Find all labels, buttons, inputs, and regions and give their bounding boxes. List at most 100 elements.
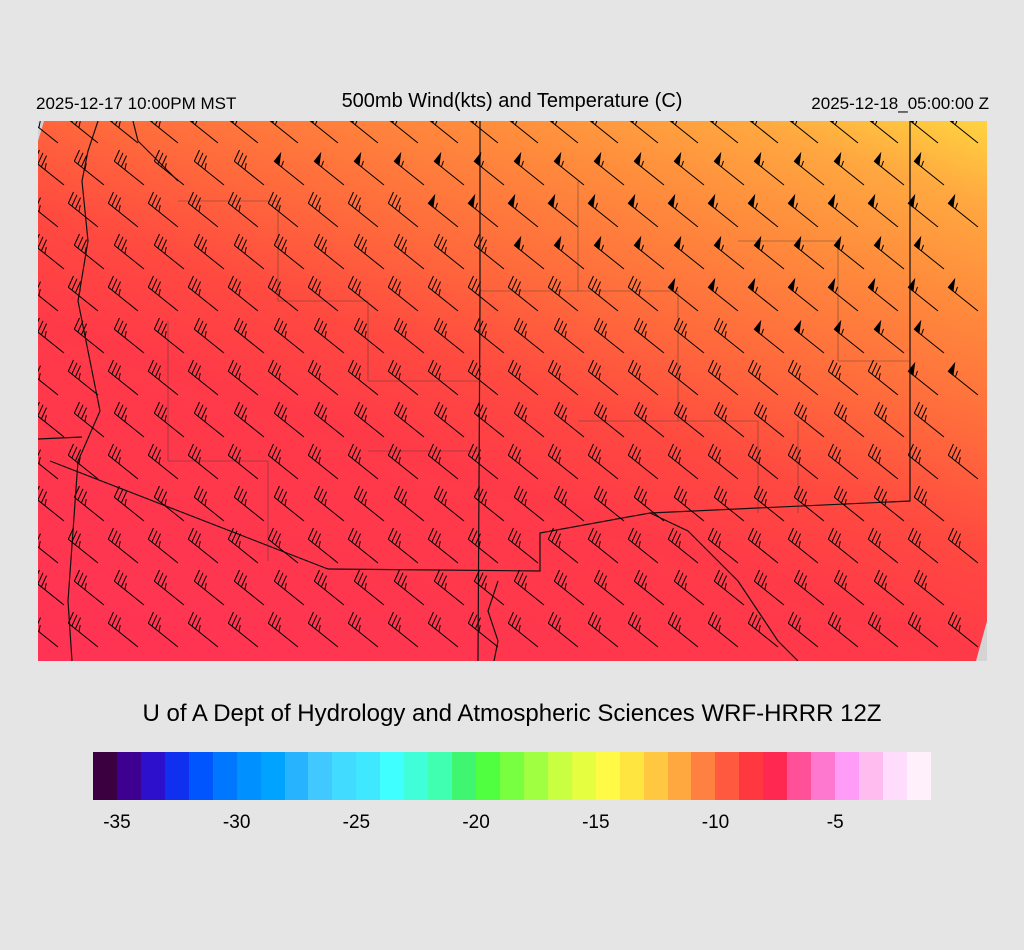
colorbar-swatch (93, 752, 117, 800)
wind-barb (633, 485, 665, 522)
wind-barb (713, 401, 745, 438)
temperature-field (38, 121, 987, 661)
wind-barb (707, 277, 739, 312)
wind-barb (307, 611, 339, 648)
wind-barb (947, 527, 979, 564)
wind-barb (787, 277, 819, 312)
wind-barb (427, 359, 459, 396)
wind-barb (273, 569, 305, 606)
wind-barb (753, 319, 785, 354)
wind-barb (353, 151, 385, 186)
wind-barb (587, 611, 619, 648)
wind-barb (313, 233, 345, 270)
wind-barb (747, 193, 779, 228)
wind-barb (587, 443, 619, 480)
wind-barb (793, 235, 825, 270)
wind-barb (673, 317, 705, 354)
wind-barb (947, 443, 979, 480)
wind-barb (747, 611, 779, 648)
wind-barb (267, 611, 299, 648)
colorbar-swatch (260, 752, 285, 800)
wind-barb (747, 359, 779, 396)
wind-barb (593, 485, 625, 522)
colorbar-swatch (571, 752, 596, 800)
wind-barb (827, 527, 859, 564)
wind-barb (507, 275, 539, 312)
wind-barb (513, 485, 545, 522)
wind-barb (553, 317, 585, 354)
wind-barb (793, 401, 825, 438)
wind-barb (273, 233, 305, 270)
wind-barb (427, 443, 459, 480)
wind-barb (107, 611, 139, 648)
wind-barb (227, 611, 259, 648)
wind-barb (587, 193, 619, 228)
wind-barb (38, 197, 59, 228)
wind-barb (713, 235, 745, 270)
wind-barb (587, 527, 619, 564)
wind-barb (313, 401, 345, 438)
wind-barb (473, 569, 505, 606)
wind-barb (433, 569, 465, 606)
colorbar-swatch (236, 752, 261, 800)
wind-barb (393, 233, 425, 270)
wind-barb (513, 569, 545, 606)
wind-barb (433, 151, 465, 186)
wind-barb (593, 235, 625, 270)
colorbar-swatch (691, 752, 716, 800)
wind-barb (713, 151, 745, 186)
wind-barb (233, 401, 265, 438)
wind-barb (513, 151, 545, 186)
wind-barb (187, 443, 219, 480)
wind-barb (467, 275, 499, 312)
wind-barb (907, 443, 939, 480)
wind-barb (427, 527, 459, 564)
wind-barb (829, 121, 859, 144)
wind-barb (273, 317, 305, 354)
wind-barb (393, 485, 425, 522)
wind-barb (153, 149, 185, 186)
wind-barb (913, 235, 945, 270)
wind-barb (313, 569, 345, 606)
wind-barb (353, 569, 385, 606)
wind-barb (113, 569, 145, 606)
wind-barb (433, 233, 465, 270)
colorbar-swatch (787, 752, 812, 800)
wind-barb (67, 527, 99, 564)
wind-barb (909, 121, 939, 144)
wind-barb (67, 443, 99, 480)
wind-barb (307, 359, 339, 396)
wind-barb (547, 527, 579, 564)
wind-barb (469, 121, 499, 144)
wind-barb (467, 611, 499, 648)
wind-barb (153, 485, 185, 522)
wind-barb (347, 191, 379, 228)
wind-barb (227, 359, 259, 396)
wind-barb (267, 443, 299, 480)
wind-barb (667, 277, 699, 312)
colorbar-swatch (882, 752, 907, 800)
wind-barb (113, 317, 145, 354)
colorbar-swatch (188, 752, 213, 800)
wind-barb (313, 317, 345, 354)
wind-barb (73, 485, 105, 522)
wind-barb (153, 401, 185, 438)
wind-barb (747, 527, 779, 564)
wind-barb (553, 485, 585, 522)
wind-barb (827, 277, 859, 312)
colorbar-swatch (595, 752, 620, 800)
colorbar-swatch (164, 752, 189, 800)
wind-barb (307, 443, 339, 480)
wind-barb (193, 401, 225, 438)
colorbar-swatch (739, 752, 764, 800)
wind-barb (267, 191, 299, 228)
wind-barb (187, 611, 219, 648)
wind-barb (67, 359, 99, 396)
wind-barb (307, 191, 339, 228)
wind-barb (38, 149, 65, 186)
wind-barb (227, 443, 259, 480)
colorbar-swatch (547, 752, 572, 800)
colorbar-swatch (811, 752, 836, 800)
wind-barb (907, 361, 939, 396)
wind-barbs (38, 121, 979, 648)
